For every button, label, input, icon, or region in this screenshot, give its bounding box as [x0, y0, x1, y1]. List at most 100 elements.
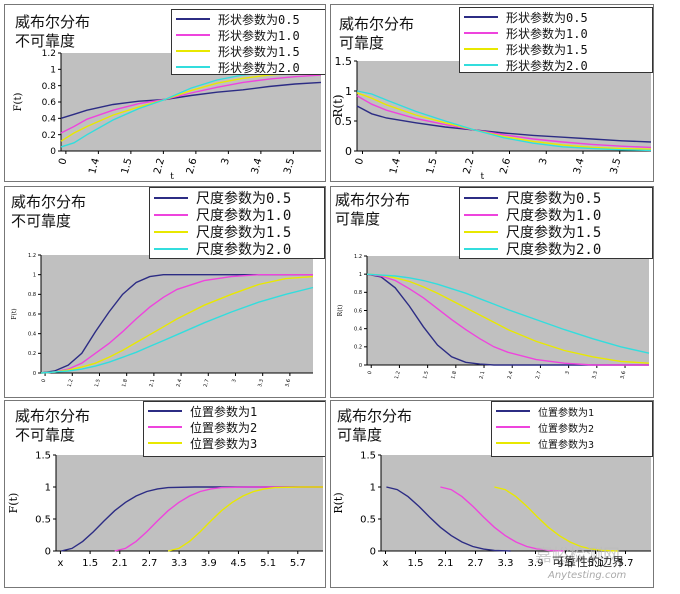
plot-area [41, 255, 313, 373]
x-tick-label: 3.4 [250, 157, 265, 175]
y-tick-label: 0 [370, 547, 376, 558]
x-tick-label: 3.3 [257, 379, 265, 388]
x-tick-label: 3 [564, 371, 571, 376]
y-axis-label: R(t) [332, 492, 345, 513]
legend-item: 位置参数为2 [496, 419, 648, 435]
series-line-1 [61, 486, 323, 552]
x-tick-label: 1.4 [87, 157, 102, 175]
chart-panel-1: 0 0.2 0.4 0.6 0.8 1 1.2 0 1.4 1.5 2.2 2.6 3 3.4 3.5 F(t… [4, 4, 326, 182]
legend-swatch [154, 196, 188, 199]
x-tick-label: 2.6 [498, 157, 513, 175]
y-tick-label: 0.5 [35, 515, 51, 526]
legend-swatch [464, 48, 498, 50]
chart-title-line: 不可靠度 [15, 32, 76, 50]
legend-swatch [148, 410, 182, 412]
chart-svg: 0 0.2 0.4 0.6 0.8 1 1.2 0 1.2 1.5 1.8 2.1 2.4 2.7 3 3.3… [337, 254, 650, 380]
legend-swatch [176, 66, 210, 68]
chart-panel-6: 0 0.5 1 1.5 x 1.5 2.1 2.7 3.3 3.9 4.5 5.1 5.7 R(t) 威布尔… [330, 400, 654, 588]
x-tick-label: 1.2 [394, 371, 402, 380]
legend-swatch [176, 50, 210, 52]
chart-legend: 位置参数为1 位置参数为2 位置参数为3 [491, 401, 653, 457]
y-axis-label: F(t) [13, 93, 24, 112]
watermark-url: Anytesting.com [548, 570, 627, 581]
x-axis-label: t [170, 172, 174, 182]
legend-swatch [464, 230, 498, 233]
legend-swatch [154, 230, 188, 233]
y-tick-label: 1.5 [360, 451, 376, 462]
x-tick-label: 3 [538, 157, 550, 166]
x-tick-label: 2.7 [535, 371, 543, 380]
y-axis-label: F(t) [7, 493, 20, 514]
chart-title-line: 不可靠度 [11, 212, 72, 230]
series-line-4 [356, 90, 652, 152]
legend-label: 形状参数为2.0 [218, 60, 300, 75]
watermark-logo: 嘉峪检测网 [535, 546, 620, 566]
x-tick-label: 2.7 [468, 558, 484, 569]
chart-title: 威布尔分布 不可靠度 [15, 13, 90, 51]
x-tick-label: 4.5 [230, 558, 246, 569]
watermark-caption: 可靠性的边界 [552, 555, 625, 569]
legend-label: 形状参数为0.5 [506, 10, 588, 25]
y-tick-label: 0.8 [42, 82, 57, 92]
legend-label: 尺度参数为1.5 [196, 224, 292, 241]
y-tick-label: 0.4 [28, 331, 36, 337]
y-tick-label: 1.2 [42, 49, 56, 59]
legend-label: 位置参数为2 [190, 420, 258, 435]
x-tick-label: 2.2 [152, 157, 167, 175]
y-tick-label: 0.5 [335, 115, 353, 128]
legend-item: 尺度参数为0.5 [154, 189, 320, 207]
legend-item: 形状参数为1.5 [176, 43, 322, 59]
x-tick-label: 1.5 [82, 558, 98, 569]
legend-label: 位置参数为3 [190, 436, 258, 451]
y-tick-label: 0 [359, 363, 362, 369]
legend-item: 尺度参数为2.0 [464, 240, 648, 258]
y-axis-label: R(t) [331, 94, 345, 117]
legend-swatch [464, 213, 498, 216]
legend-item: 尺度参数为2.0 [154, 240, 320, 258]
chart-title: 威布尔分布 可靠度 [337, 407, 412, 445]
chart-title-line: 威布尔分布 [335, 191, 411, 209]
x-tick-label: 2.7 [141, 558, 157, 569]
y-tick-label: 0.2 [354, 345, 362, 351]
legend-label: 尺度参数为1.0 [506, 207, 602, 224]
chart-title-line: 不可靠度 [15, 426, 76, 444]
series-line-4 [40, 286, 314, 374]
chart-title-line: 威布尔分布 [15, 407, 91, 425]
legend-label: 形状参数为2.0 [506, 58, 588, 73]
legend-label: 位置参数为2 [538, 423, 595, 435]
plot-area [56, 455, 323, 551]
legend-swatch [464, 64, 498, 66]
y-tick-label: 1 [45, 483, 51, 494]
x-tick-label: 5.1 [260, 558, 276, 569]
x-tick-label: 1.5 [422, 371, 430, 380]
y-tick-label: 1.2 [28, 253, 36, 259]
y-tick-label: 0.8 [28, 292, 36, 298]
legend-label: 形状参数为1.0 [506, 26, 588, 41]
series-line-1 [356, 105, 652, 143]
x-tick-label: 5.7 [290, 558, 306, 569]
chart-title-line: 威布尔分布 [337, 407, 413, 425]
series-line-2 [356, 95, 652, 149]
y-tick-label: 1 [345, 85, 352, 98]
series-line-2 [366, 273, 649, 366]
chart-title-line: 威布尔分布 [15, 13, 91, 31]
legend-item: 位置参数为1 [148, 403, 322, 419]
x-tick-label: 3.6 [284, 379, 292, 388]
x-tick-label: 0 [354, 157, 366, 166]
y-tick-label: 1 [50, 65, 56, 75]
y-tick-label: 0.5 [360, 515, 376, 526]
series-line-3 [167, 486, 323, 552]
x-tick-label: 2.7 [203, 379, 211, 388]
y-tick-label: 1 [370, 483, 376, 494]
y-tick-label: 1 [33, 272, 36, 278]
legend-swatch [496, 426, 530, 428]
series-line-1 [60, 81, 322, 119]
chart-title-line: 可靠度 [335, 210, 381, 228]
x-tick-label: 3.3 [498, 558, 514, 569]
x-tick-label: 2.4 [507, 371, 515, 380]
x-tick-label: 3 [231, 379, 238, 384]
series-line-3 [40, 275, 314, 374]
x-tick-label: 2.2 [462, 157, 477, 175]
legend-item: 位置参数为3 [148, 435, 322, 451]
legend-label: 尺度参数为1.0 [196, 207, 292, 224]
